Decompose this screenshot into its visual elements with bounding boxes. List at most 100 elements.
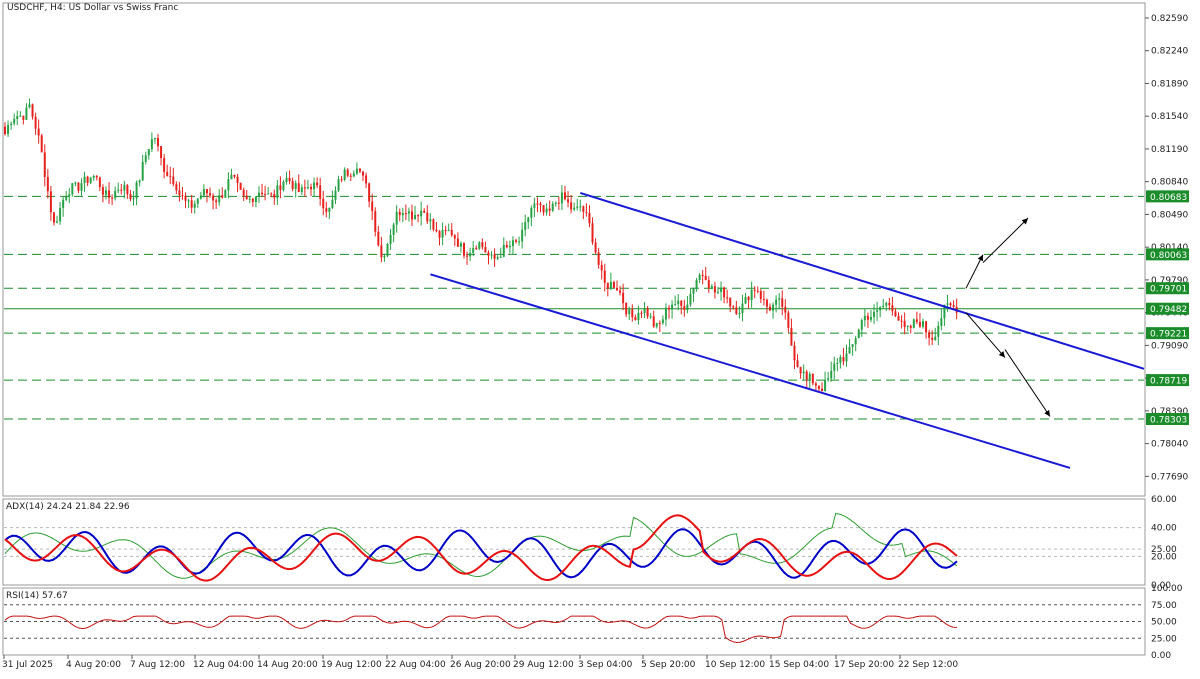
candle (542, 204, 545, 216)
candle-body (227, 179, 230, 191)
candle (157, 133, 159, 152)
candle-body (80, 183, 83, 191)
candle (423, 208, 426, 214)
candle-body (515, 240, 518, 242)
candle-body (704, 275, 707, 281)
candle-body (114, 190, 117, 199)
time-tick-label: 14 Aug 20:00 (257, 660, 318, 670)
candle-body (701, 274, 704, 276)
candle-body (153, 138, 156, 140)
candle-body (334, 190, 337, 200)
time-tick-label: 31 Jul 2025 (2, 660, 53, 670)
candle-body (536, 203, 539, 205)
time-tick-label: 5 Sep 20:00 (641, 660, 696, 670)
candle-body (845, 353, 848, 362)
candle-body (940, 318, 943, 326)
candle-body (931, 337, 934, 340)
candle-body (802, 371, 805, 374)
candle-body (251, 198, 254, 203)
candle-body (71, 183, 74, 195)
candle (591, 217, 594, 245)
candle-body (894, 311, 897, 317)
candle (435, 221, 438, 233)
candle (869, 310, 872, 323)
candle-body (187, 200, 190, 202)
candle-body (943, 304, 946, 319)
candle-body (502, 244, 505, 257)
rsi-tick-label: 75.00 (1151, 601, 1177, 611)
candle (144, 151, 147, 165)
candle (392, 222, 395, 243)
candle (723, 286, 726, 304)
candle-body (723, 287, 726, 298)
candle (13, 113, 16, 126)
candle (701, 270, 704, 285)
adx-tick-label: 60.00 (1151, 495, 1177, 505)
candle (551, 201, 554, 213)
price-tick-label: 0.81540 (1151, 112, 1188, 122)
time-tick-label: 4 Aug 20:00 (66, 660, 121, 670)
candle-body (463, 243, 465, 256)
candle (753, 286, 756, 299)
candle-body (597, 252, 600, 265)
candle-body (912, 319, 915, 328)
candle-body (25, 107, 28, 120)
time-tick-label: 17 Sep 20:00 (834, 660, 894, 670)
candle (931, 330, 934, 346)
main-panel-frame (2, 2, 1146, 497)
candle (622, 283, 625, 311)
candle-body (95, 176, 98, 178)
candle-body (793, 345, 796, 361)
candle (827, 372, 830, 382)
candle (781, 290, 784, 316)
candle (759, 288, 762, 304)
candle (658, 320, 661, 333)
candle-body (863, 315, 866, 321)
time-tick-label: 3 Sep 04:00 (578, 660, 633, 670)
candle-body (254, 196, 257, 203)
candle-body (570, 202, 573, 210)
candle-body (643, 308, 646, 313)
candle-body (808, 373, 811, 380)
candle (680, 300, 683, 315)
candle (414, 205, 417, 220)
candle (193, 200, 196, 214)
candle-body (441, 230, 444, 238)
candle-body (756, 290, 759, 292)
candle (444, 225, 447, 236)
candle (713, 281, 716, 299)
candle (132, 191, 135, 206)
level-label-box (1146, 302, 1189, 315)
candle (704, 266, 707, 281)
candle (432, 218, 435, 232)
candle-body (450, 229, 453, 236)
candle (245, 190, 248, 200)
candle (918, 313, 921, 329)
candle-body (652, 316, 655, 327)
candle (25, 103, 28, 120)
candle-body (490, 254, 493, 256)
candle (450, 223, 453, 237)
candle-body (707, 280, 710, 288)
candle (56, 215, 59, 224)
candle (343, 167, 346, 182)
candle-body (279, 185, 282, 190)
candle-body (915, 319, 918, 322)
price-tick-label: 0.78040 (1151, 440, 1188, 450)
candle (493, 248, 496, 267)
candle-body (671, 304, 674, 310)
candle (16, 110, 19, 126)
candle (915, 311, 918, 325)
candle (368, 182, 371, 208)
candle (95, 174, 98, 181)
candle (254, 196, 257, 208)
candle-body (10, 123, 13, 125)
candle (897, 312, 900, 321)
candle (114, 186, 117, 201)
candle (184, 192, 187, 209)
time-axis: 31 Jul 2025 4 Aug 20:00 7 Aug 12:00 12 Aug … (2, 655, 958, 670)
candle-body (401, 213, 404, 216)
candle (319, 177, 322, 206)
candle-body (325, 208, 328, 212)
